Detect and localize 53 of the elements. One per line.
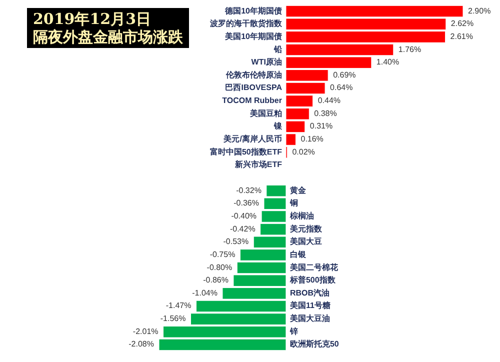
y-tick-label: 美国11号糖 — [288, 300, 330, 310]
y-tick-label: 美元指数 — [288, 223, 323, 234]
y-tick-label: 美国10年期国债 — [224, 30, 282, 41]
y-tick-label: 铅 — [272, 44, 282, 54]
y-tick-label: 标普500指数 — [288, 274, 336, 285]
data-label: 1.40% — [376, 58, 400, 67]
y-tick-label: 美元/离岸人民币 — [222, 134, 282, 144]
data-label: -1.56% — [160, 314, 186, 324]
data-label: -0.86% — [203, 276, 228, 285]
data-label: -0.53% — [223, 237, 249, 246]
data-label: -0.75% — [210, 250, 236, 259]
y-tick-label: 富时中国50指数ETF — [210, 146, 282, 156]
data-label: 0.38% — [314, 108, 337, 118]
y-tick-label: 美国大豆油 — [288, 313, 330, 324]
y-tick-label: TOCOM Rubber — [222, 96, 282, 106]
y-tick-label: 锌 — [288, 326, 298, 336]
data-label: 0.02% — [292, 147, 315, 156]
data-label: -0.32% — [236, 186, 262, 195]
data-label: -0.42% — [230, 224, 256, 234]
data-label: -0.40% — [231, 211, 257, 220]
y-tick-label: 美国二号棉花 — [288, 262, 339, 272]
y-tick-label: 新兴市场ETF — [234, 159, 282, 170]
data-label: 1.76% — [398, 44, 422, 54]
y-tick-label: 德国10年期国债 — [224, 6, 282, 16]
y-tick-label: 波罗的海干散货指数 — [208, 19, 283, 28]
y-tick-label: 镍 — [272, 122, 283, 131]
y-tick-label: RBOB汽油 — [290, 288, 330, 298]
data-label: 2.61% — [450, 32, 473, 41]
y-tick-label: 棕榈油 — [288, 211, 314, 220]
y-tick-label: 伦敦布伦特原油 — [224, 70, 282, 80]
y-tick-label: 黄金 — [288, 186, 307, 195]
y-tick-label: 巴西IBOVESPA — [225, 83, 282, 92]
data-label: -2.01% — [132, 326, 158, 336]
data-label: -0.80% — [206, 262, 232, 272]
data-label: -2.08% — [128, 340, 154, 349]
data-label: 2.90% — [468, 6, 491, 16]
y-tick-label: 白银 — [290, 250, 307, 259]
y-tick-label: 美国豆粕 — [248, 108, 282, 118]
data-label: -1.04% — [192, 288, 218, 298]
y-tick-label: 美国大豆 — [288, 236, 322, 246]
data-label: 2.62% — [450, 19, 474, 28]
y-tick-label: 铜 — [288, 198, 298, 208]
chart-subtitle: 2019年12月3日 — [33, 10, 152, 28]
data-label: -1.47% — [166, 301, 192, 310]
data-label: -0.36% — [234, 198, 259, 208]
data-label: 0.44% — [318, 96, 341, 106]
data-label: 0.64% — [330, 83, 353, 92]
data-label: 0.69% — [333, 70, 356, 80]
data-label: 0.31% — [310, 122, 333, 131]
data-label: 0.16% — [300, 134, 324, 144]
text: 隔夜外盘金融市场涨跌 — [33, 28, 183, 46]
y-tick-label: 欧洲斯托克50 — [290, 340, 340, 349]
y-tick-label: WTI原油 — [251, 58, 282, 67]
